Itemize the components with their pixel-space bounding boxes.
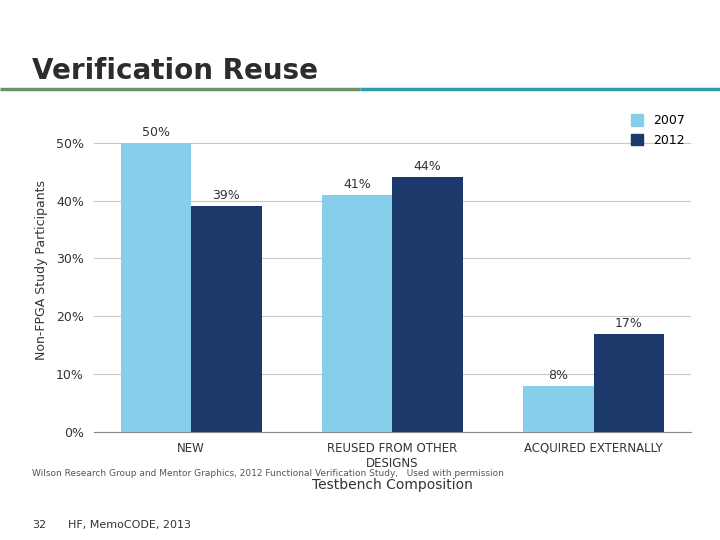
Text: 39%: 39% (212, 190, 240, 202)
Y-axis label: Non-FPGA Study Participants: Non-FPGA Study Participants (35, 180, 48, 360)
Bar (192, 206, 261, 432)
Legend: 2007, 2012: 2007, 2012 (631, 114, 685, 146)
Text: 44%: 44% (414, 160, 441, 173)
Text: 50%: 50% (142, 126, 170, 139)
Text: 17%: 17% (615, 316, 643, 329)
Text: Verification Reuse: Verification Reuse (32, 57, 318, 85)
Bar (121, 143, 192, 432)
Text: 8%: 8% (549, 369, 568, 382)
Text: HF, MemoCODE, 2013: HF, MemoCODE, 2013 (68, 520, 192, 530)
Bar (322, 195, 392, 432)
Text: Mean testbench composition trends: Mean testbench composition trends (224, 57, 561, 75)
Text: 41%: 41% (343, 178, 371, 191)
Text: 32: 32 (32, 520, 47, 530)
Bar (392, 178, 463, 432)
Bar (593, 334, 664, 432)
Bar (523, 386, 593, 432)
Text: Wilson Research Group and Mentor Graphics, 2012 Functional Verification Study,  : Wilson Research Group and Mentor Graphic… (32, 469, 504, 478)
X-axis label: Testbench Composition: Testbench Composition (312, 478, 473, 492)
